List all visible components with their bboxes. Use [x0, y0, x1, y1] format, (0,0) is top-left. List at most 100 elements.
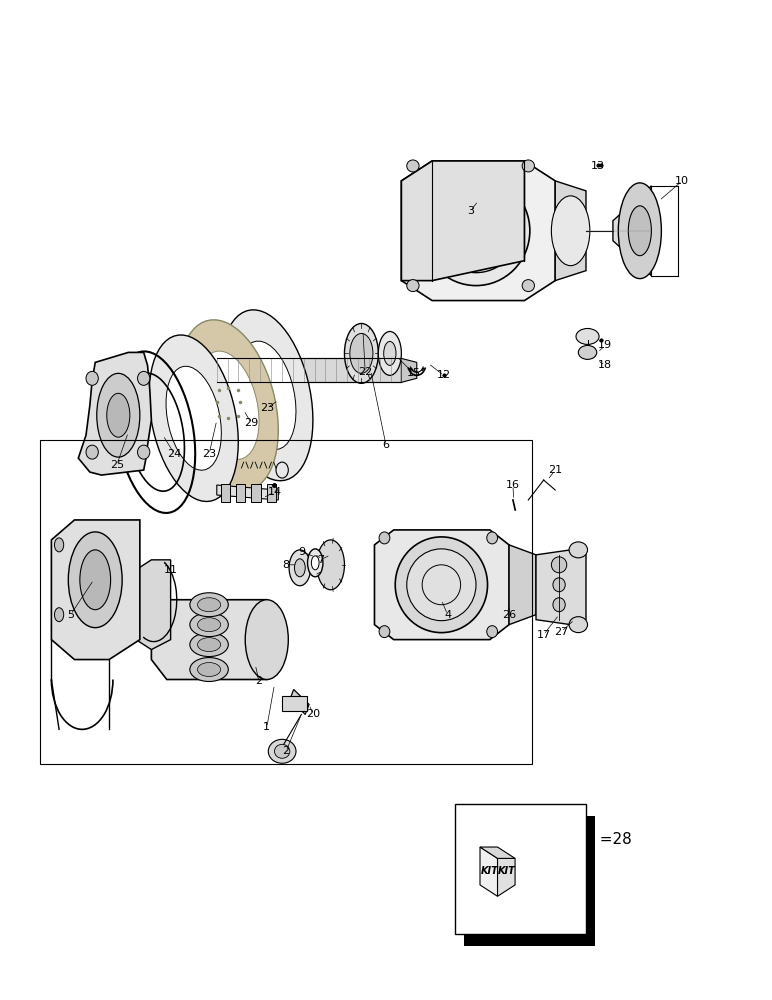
- Polygon shape: [178, 320, 279, 491]
- Ellipse shape: [269, 739, 296, 763]
- Polygon shape: [78, 352, 151, 475]
- Text: 4: 4: [444, 610, 451, 620]
- Ellipse shape: [578, 345, 597, 359]
- Text: 2: 2: [283, 746, 290, 756]
- Polygon shape: [151, 600, 267, 680]
- Ellipse shape: [384, 341, 396, 365]
- Text: 7: 7: [317, 555, 324, 565]
- Polygon shape: [613, 186, 652, 276]
- Ellipse shape: [553, 598, 565, 612]
- Ellipse shape: [80, 550, 110, 610]
- Ellipse shape: [198, 598, 221, 612]
- Ellipse shape: [407, 280, 419, 292]
- Ellipse shape: [307, 549, 323, 577]
- Ellipse shape: [522, 160, 534, 172]
- Text: 23: 23: [202, 449, 216, 459]
- Text: 25: 25: [110, 460, 124, 470]
- Polygon shape: [509, 545, 536, 625]
- Polygon shape: [238, 341, 296, 450]
- Ellipse shape: [107, 393, 130, 437]
- Bar: [267, 484, 276, 502]
- Ellipse shape: [311, 556, 319, 570]
- Text: • =28: • =28: [586, 832, 631, 847]
- Ellipse shape: [350, 333, 373, 373]
- Bar: [221, 484, 230, 502]
- Polygon shape: [221, 310, 313, 481]
- Text: 21: 21: [548, 465, 562, 475]
- Ellipse shape: [96, 373, 140, 457]
- Text: 5: 5: [67, 610, 74, 620]
- Bar: [252, 484, 261, 502]
- Ellipse shape: [317, 540, 344, 590]
- Bar: [236, 484, 245, 502]
- Text: 20: 20: [306, 709, 320, 719]
- Bar: [465, 816, 595, 946]
- Ellipse shape: [198, 618, 221, 632]
- Text: 8: 8: [283, 560, 290, 570]
- Bar: [282, 696, 306, 711]
- Text: 12: 12: [437, 370, 451, 380]
- Ellipse shape: [422, 176, 530, 286]
- Ellipse shape: [522, 280, 534, 292]
- Polygon shape: [374, 530, 509, 640]
- Text: 24: 24: [168, 449, 181, 459]
- Polygon shape: [555, 181, 586, 281]
- Ellipse shape: [137, 371, 150, 385]
- Ellipse shape: [275, 744, 290, 758]
- Text: 18: 18: [598, 360, 612, 370]
- Text: KIT: KIT: [480, 866, 498, 876]
- Ellipse shape: [86, 371, 98, 385]
- Ellipse shape: [487, 532, 497, 544]
- Ellipse shape: [487, 626, 497, 638]
- Polygon shape: [497, 858, 515, 896]
- Polygon shape: [401, 358, 417, 382]
- Text: 11: 11: [164, 565, 178, 575]
- Bar: [217, 358, 401, 382]
- Ellipse shape: [190, 633, 229, 657]
- Ellipse shape: [551, 557, 567, 573]
- Polygon shape: [217, 485, 279, 500]
- Polygon shape: [401, 161, 524, 281]
- Text: 6: 6: [382, 440, 390, 450]
- Text: 9: 9: [298, 547, 305, 557]
- Polygon shape: [52, 520, 140, 660]
- Text: 29: 29: [244, 418, 259, 428]
- Ellipse shape: [190, 658, 229, 681]
- Ellipse shape: [576, 328, 599, 344]
- Ellipse shape: [198, 663, 221, 677]
- Polygon shape: [480, 847, 497, 896]
- Ellipse shape: [553, 578, 565, 592]
- Polygon shape: [149, 335, 239, 502]
- Text: 15: 15: [407, 368, 421, 378]
- Text: 26: 26: [502, 610, 516, 620]
- Ellipse shape: [395, 537, 488, 633]
- Ellipse shape: [569, 617, 587, 633]
- Ellipse shape: [628, 206, 652, 256]
- Ellipse shape: [55, 538, 64, 552]
- Ellipse shape: [55, 608, 64, 622]
- Ellipse shape: [551, 196, 590, 266]
- Polygon shape: [290, 689, 309, 714]
- Ellipse shape: [379, 532, 390, 544]
- Text: 3: 3: [467, 206, 474, 216]
- Text: 27: 27: [554, 627, 568, 637]
- Ellipse shape: [294, 559, 305, 577]
- Text: 13: 13: [591, 161, 604, 171]
- Polygon shape: [136, 560, 171, 650]
- Text: 16: 16: [506, 480, 520, 490]
- Text: 2: 2: [256, 676, 262, 686]
- Text: 14: 14: [267, 487, 282, 497]
- Text: 17: 17: [537, 630, 550, 640]
- Ellipse shape: [379, 626, 390, 638]
- Ellipse shape: [569, 542, 587, 558]
- Polygon shape: [401, 161, 555, 301]
- Bar: [455, 804, 586, 934]
- Text: KIT: KIT: [497, 866, 515, 876]
- Ellipse shape: [407, 160, 419, 172]
- Text: 10: 10: [676, 176, 689, 186]
- Ellipse shape: [137, 445, 150, 459]
- Ellipse shape: [190, 613, 229, 637]
- Polygon shape: [480, 847, 515, 858]
- Polygon shape: [536, 550, 586, 625]
- Ellipse shape: [618, 183, 662, 279]
